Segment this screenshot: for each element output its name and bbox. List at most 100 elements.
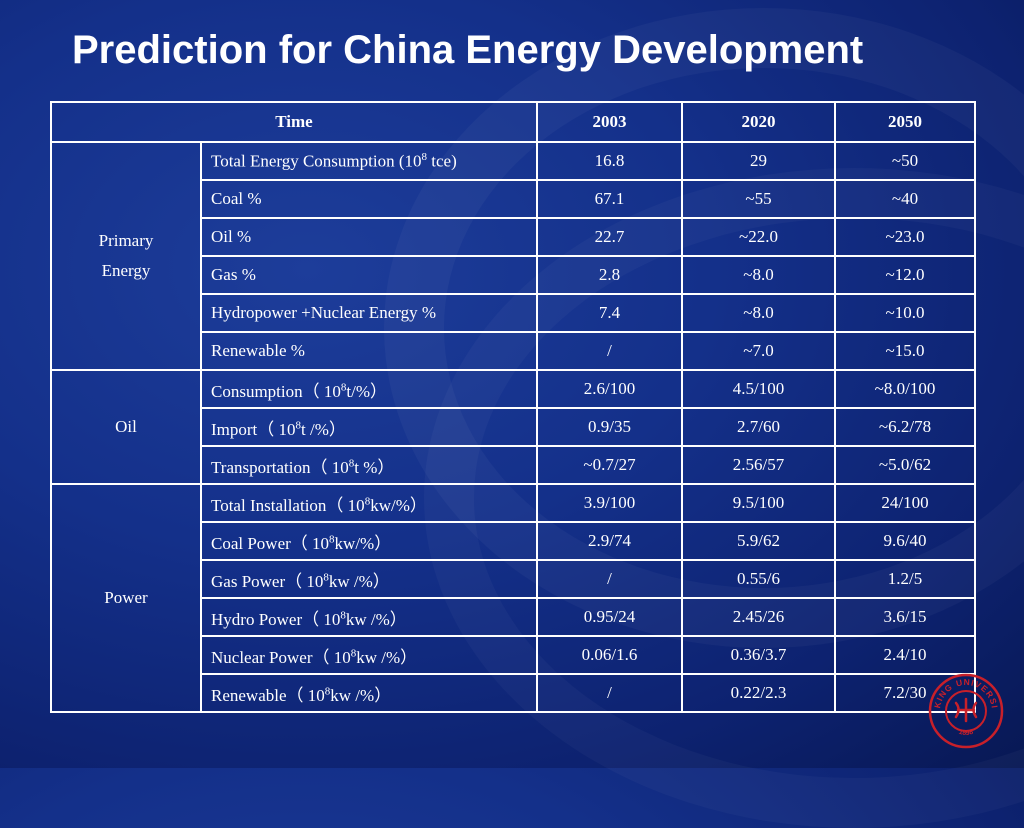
row-label-exponent: 8 xyxy=(295,418,302,431)
group-label-line: Energy xyxy=(101,261,151,280)
value-cell: ~55 xyxy=(681,179,836,219)
value-cell: 2.6/100 xyxy=(536,369,683,409)
value-cell: ~8.0 xyxy=(681,293,836,333)
slide-title: Prediction for China Energy Development xyxy=(72,28,864,72)
value-cell: 0.95/24 xyxy=(536,597,683,637)
value-cell: 7.2/30 xyxy=(834,673,976,713)
row-label: Consumption（ 108t/%） xyxy=(200,369,538,409)
value-cell: 2.8 xyxy=(536,255,683,295)
group-label-line: Power xyxy=(104,588,148,607)
value-cell: ~15.0 xyxy=(834,331,976,371)
table-row: Oil Consumption（ 108t/%） 2.6/100 4.5/100 ~8.… xyxy=(50,369,976,485)
value-cell: / xyxy=(536,673,683,713)
row-label: Renewable % xyxy=(200,331,538,371)
svg-text:1898: 1898 xyxy=(958,729,975,737)
value-cell: ~8.0/100 xyxy=(834,369,976,409)
row-label-exponent: 8 xyxy=(421,150,428,163)
row-label-unit: t %） xyxy=(354,457,395,477)
table-row: Transportation（ 108t %） ~0.7/27 2.56/57 ~5.… xyxy=(51,445,976,485)
group-label: Primary Energy xyxy=(50,141,202,371)
row-label-unit: kw /%） xyxy=(330,685,392,705)
table-row: Renewable（ 108kw /%） /0.22/2.3 7.2/30 xyxy=(51,673,976,713)
row-label: Hydro Power（ 108kw /%） xyxy=(200,597,538,637)
value-cell: / xyxy=(536,559,683,599)
value-cell: ~7.0 xyxy=(681,331,836,371)
row-label-text: Transportation（ 10 xyxy=(211,457,349,477)
value-cell: ~6.2/78 xyxy=(834,407,976,447)
row-label: Total Energy Consumption (108 tce) xyxy=(200,141,538,181)
energy-prediction-table: Time 2003 2020 2050 Primary Energy Total E… xyxy=(50,101,976,713)
value-cell: / xyxy=(536,331,683,371)
table-header-row: Time 2003 2020 2050 xyxy=(50,101,976,143)
row-label-exponent: 8 xyxy=(364,494,371,507)
row-label-exponent: 8 xyxy=(329,532,335,545)
value-cell: 0.22/2.3 xyxy=(681,673,836,713)
table-body: Primary Energy Total Energy Consumption (1… xyxy=(50,141,976,713)
table-row: Renewable % / ~7.0 ~15.0 xyxy=(51,331,976,371)
value-cell: ~5.0/62 xyxy=(834,445,976,485)
row-label-exponent: 8 xyxy=(350,646,357,659)
row-label-text: Nuclear Power（ 10 xyxy=(211,647,351,667)
value-cell: ~12.0 xyxy=(834,255,976,295)
year-header: 2020 xyxy=(681,101,836,143)
row-label-text: Hydropower +Nuclear Energy % xyxy=(211,303,437,322)
value-cell: 29 xyxy=(681,141,836,181)
row-label-text: Gas % xyxy=(211,265,256,284)
value-cell: 24/100 xyxy=(834,483,976,523)
row-label: Nuclear Power（ 108kw /%） xyxy=(200,635,538,675)
row-label-unit: tce) xyxy=(427,151,457,171)
value-cell: 2.45/26 xyxy=(681,597,836,637)
row-label-text: Hydro Power（ 10 xyxy=(211,609,341,629)
row-label-text: Consumption（ 10 xyxy=(211,381,341,401)
university-seal-logo: PEKING UNIVERSITY 1898 xyxy=(928,673,1004,749)
row-label-text: Coal % xyxy=(211,189,262,208)
value-cell: ~0.7/27 xyxy=(536,445,683,485)
group-label: Power xyxy=(50,483,202,713)
table-row: Gas % 2.8 ~8.0 ~12.0 xyxy=(51,255,976,295)
row-label-text: Import（ 10 xyxy=(211,419,296,439)
value-cell: 3.9/100 xyxy=(536,483,683,523)
group-label-line: Primary xyxy=(98,231,154,250)
row-label: Import（ 108t /%） xyxy=(200,407,538,447)
value-cell: 5.9/62 xyxy=(681,521,836,561)
table-row: Import（ 108t /%） 0.9/35 2.7/60 ~6.2/78 xyxy=(51,407,976,447)
row-label: Coal % xyxy=(200,179,538,219)
value-cell: 22.7 xyxy=(536,217,683,257)
row-label-unit: kw /%） xyxy=(345,609,407,629)
row-label-unit: t /%） xyxy=(301,419,346,439)
row-label: Hydropower +Nuclear Energy % xyxy=(200,293,538,333)
row-label-text: Gas Power（ 10 xyxy=(211,571,324,591)
value-cell: 2.4/10 xyxy=(834,635,976,675)
row-label-exponent: 8 xyxy=(348,456,355,469)
row-label: Coal Power（ 108kw/%） xyxy=(200,521,538,561)
row-label-unit: t/%） xyxy=(346,381,387,401)
row-label-unit: kw /%） xyxy=(356,647,418,667)
value-cell: 2.56/57 xyxy=(681,445,836,485)
value-cell: 0.55/6 xyxy=(681,559,836,599)
table-row: Power Total Installation（ 108kw/%） 3.9/100… xyxy=(50,483,976,713)
value-cell: ~23.0 xyxy=(834,217,976,257)
table-row: Oil % 22.7 ~22.0 ~23.0 xyxy=(51,217,976,257)
row-label: Total Installation（ 108kw/%） xyxy=(200,483,538,523)
row-label-unit: kw/%） xyxy=(370,495,427,515)
table-row: Hydro Power（ 108kw /%） 0.95/24 2.45/26 3.6/… xyxy=(51,597,976,637)
table-row: Primary Energy Total Energy Consumption (1… xyxy=(50,141,976,371)
row-label-text: Oil % xyxy=(211,227,252,246)
row-label: Gas Power（ 108kw /%） xyxy=(200,559,538,599)
value-cell: ~22.0 xyxy=(681,217,836,257)
value-cell: 16.8 xyxy=(536,141,683,181)
table-row: Coal % 67.1 ~55 ~40 xyxy=(51,179,976,219)
table-row: Hydropower +Nuclear Energy % 7.4 ~8.0 ~10.0 xyxy=(51,293,976,333)
value-cell: 3.6/15 xyxy=(834,597,976,637)
row-label-exponent: 8 xyxy=(323,570,329,583)
value-cell: 9.5/100 xyxy=(681,483,836,523)
row-label-text: Renewable（ 10 xyxy=(211,685,325,705)
row-label-unit: kw/%） xyxy=(334,533,392,553)
value-cell: 1.2/5 xyxy=(834,559,976,599)
row-label-exponent: 8 xyxy=(324,684,331,697)
value-cell: ~40 xyxy=(834,179,976,219)
value-cell: 2.7/60 xyxy=(681,407,836,447)
row-label-text: Total Energy Consumption (10 xyxy=(211,151,422,171)
table-row: Coal Power（ 108kw/%） 2.9/74 5.9/62 9.6/40 xyxy=(51,521,976,561)
value-cell: 0.9/35 xyxy=(536,407,683,447)
